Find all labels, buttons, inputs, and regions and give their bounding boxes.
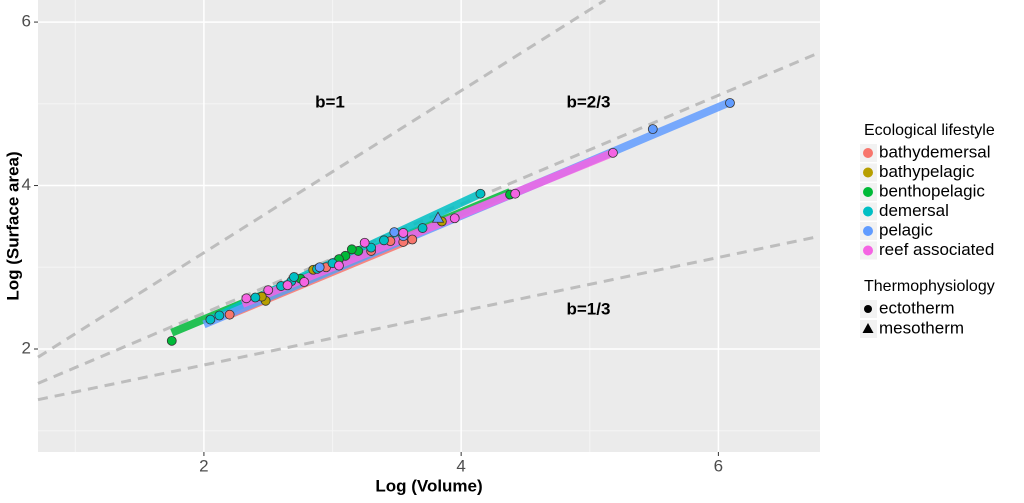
- shape-legend-title: Thermophysiology: [864, 278, 995, 295]
- x-tick-label: 2: [199, 456, 208, 475]
- point: [299, 277, 310, 287]
- y-tick-label: 2: [22, 338, 31, 357]
- point: [314, 262, 325, 273]
- point: [224, 309, 235, 320]
- point: [647, 124, 658, 135]
- point: [346, 244, 357, 255]
- legend-swatch: [863, 206, 873, 217]
- legend-swatch: [863, 187, 873, 197]
- legend-swatch: [863, 167, 873, 178]
- point: [289, 272, 299, 282]
- x-tick-label: 6: [714, 456, 723, 475]
- reference-label: b=1: [315, 92, 345, 111]
- legend-label: demersal: [879, 201, 949, 220]
- reference-line: [37, 50, 821, 385]
- point: [166, 335, 177, 346]
- reference-label: b=2/3: [567, 92, 611, 111]
- point: [205, 314, 216, 325]
- legend-swatch: [863, 148, 873, 158]
- grid: [38, 0, 820, 452]
- point: [379, 235, 389, 246]
- point: [510, 188, 521, 199]
- points: [166, 98, 735, 346]
- point: [359, 237, 370, 248]
- legend-label: reef associated: [879, 240, 994, 259]
- y-tick-label: 6: [22, 12, 31, 31]
- reference-line: [37, 234, 821, 402]
- legend-label: bathydemersal: [879, 142, 991, 161]
- legend-label: benthopelagic: [879, 181, 985, 200]
- legend-swatch: [863, 226, 873, 236]
- y-axis-title: Log (Surface area): [3, 151, 22, 300]
- legend-label: mesotherm: [879, 318, 964, 337]
- point: [431, 211, 445, 223]
- point: [389, 227, 400, 238]
- legend-label: pelagic: [879, 220, 933, 239]
- y-tick-label: 4: [22, 175, 31, 194]
- point: [398, 228, 409, 238]
- legend-label: ectotherm: [879, 298, 955, 317]
- legend-shape: [862, 323, 874, 333]
- legend: Ecological lifestyle Thermophysiology ba…: [860, 122, 995, 338]
- point: [282, 280, 293, 291]
- point: [250, 292, 261, 303]
- x-tick-label: 4: [456, 456, 465, 475]
- point: [417, 223, 428, 233]
- legend-swatch: [863, 245, 873, 256]
- reference-label: b=1/3: [567, 299, 611, 318]
- legend-label: bathypelagic: [879, 162, 975, 181]
- axes: 2 4 6 2 4 6: [22, 12, 724, 476]
- point: [475, 188, 486, 199]
- point: [214, 310, 225, 321]
- point: [263, 285, 274, 296]
- point: [407, 234, 418, 245]
- legend-title: Ecological lifestyle: [864, 122, 995, 139]
- reference-line: [37, 0, 607, 359]
- reference-lines: b=1 b=2/3 b=1/3: [37, 0, 821, 402]
- point: [366, 242, 377, 253]
- point: [241, 293, 252, 304]
- point: [725, 98, 735, 108]
- legend-shape: [864, 305, 872, 313]
- point: [608, 147, 618, 158]
- point: [449, 213, 460, 224]
- x-axis-title: Log (Volume): [375, 476, 482, 495]
- point: [334, 260, 344, 271]
